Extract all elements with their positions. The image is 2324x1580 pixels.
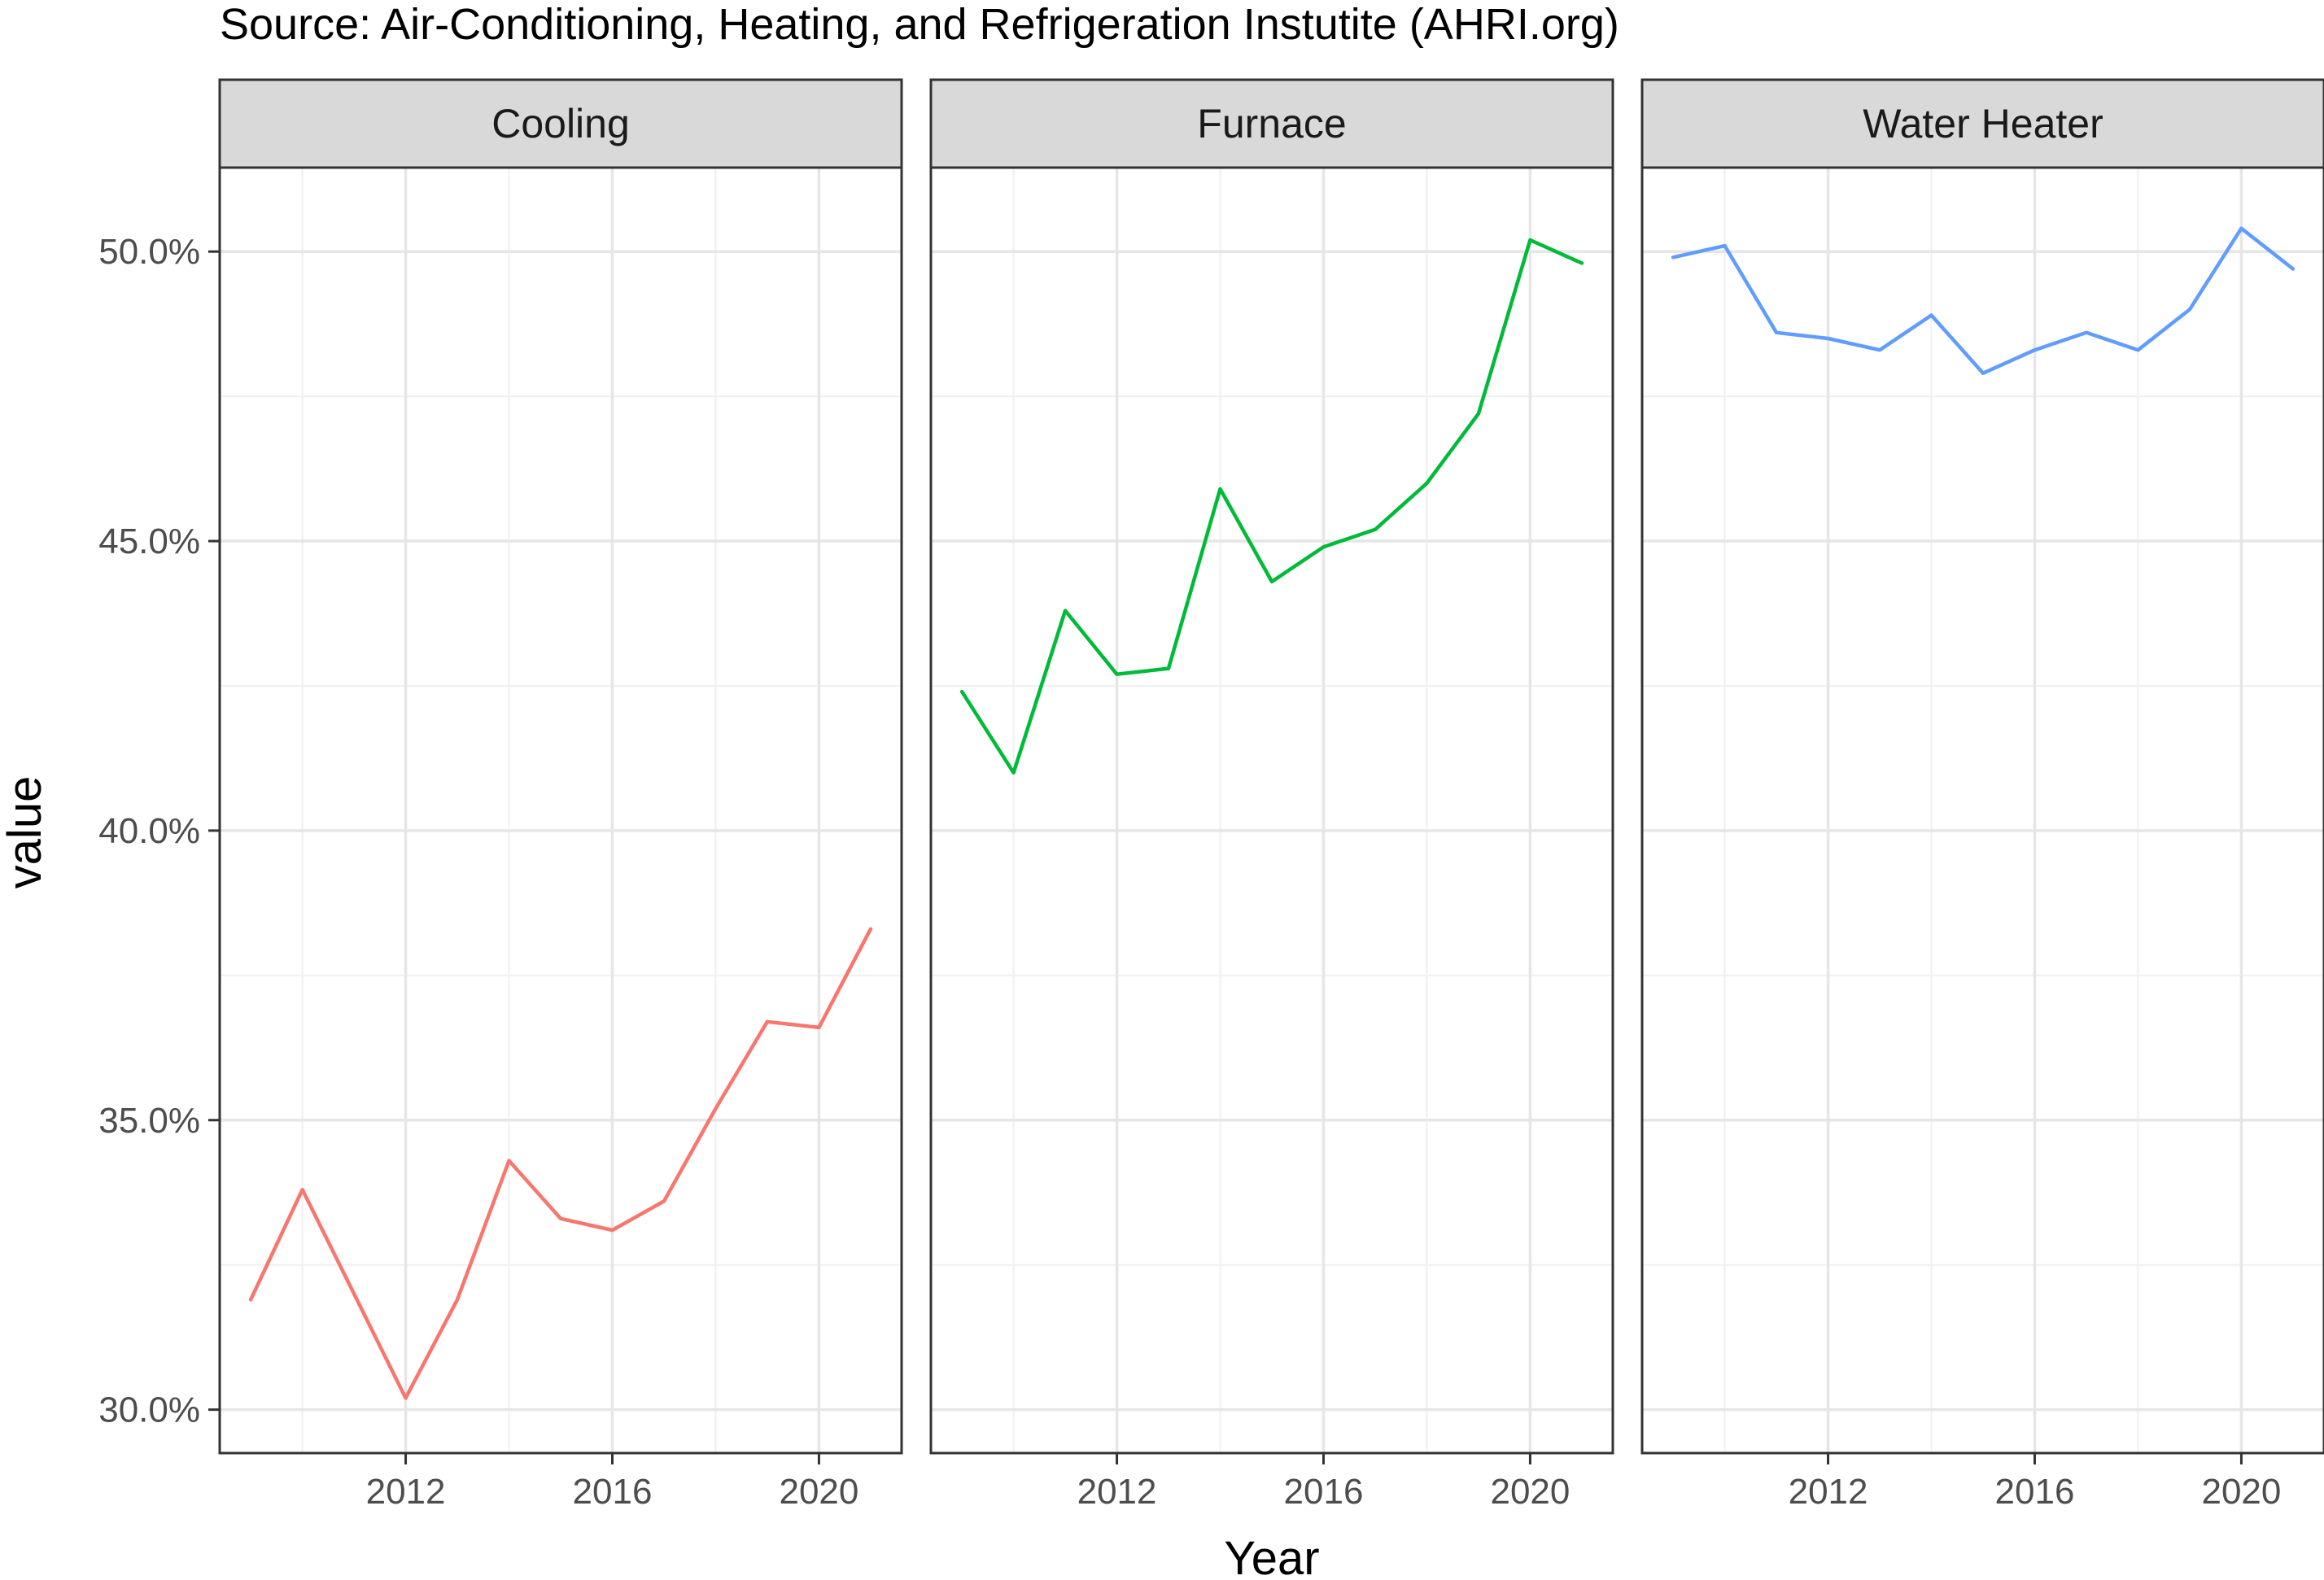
y-tick-label: 45.0% — [98, 522, 200, 561]
panel-background — [931, 168, 1613, 1453]
y-tick-label: 50.0% — [98, 232, 200, 272]
series-line-furnace — [959, 238, 1584, 775]
x-axis-title: Year — [1224, 1532, 1319, 1580]
panel-border — [929, 166, 1614, 1455]
y-tick-label: 35.0% — [98, 1101, 200, 1141]
y-axis: 30.0% 35.0% 40.0% 45.0% 50.0% — [98, 232, 220, 1430]
series-line-cooling — [248, 927, 873, 1400]
x-tick-label: 2016 — [573, 1472, 653, 1512]
x-tick-label: 2012 — [1077, 1472, 1157, 1512]
panel-cooling: Cooling 2012 2016 2020 — [218, 78, 903, 1512]
strip-cooling — [218, 78, 903, 169]
chart-caption: Source: Air-Conditioning, Heating, and R… — [220, 0, 1619, 49]
strip-label-water-heater: Water Heater — [1863, 101, 2103, 146]
x-tick-label: 2016 — [1995, 1472, 2075, 1512]
y-tick-label: 30.0% — [98, 1390, 200, 1430]
x-tick-label: 2012 — [1789, 1472, 1868, 1512]
strip-label-cooling: Cooling — [491, 101, 630, 146]
strip-water-heater — [1640, 78, 2324, 169]
series-line-water-heater — [1671, 226, 2296, 375]
x-tick-label: 2020 — [2201, 1472, 2281, 1512]
x-tick-label: 2020 — [779, 1472, 858, 1512]
y-tick-label: 40.0% — [98, 811, 200, 851]
panel-border — [1640, 166, 2324, 1455]
panel-furnace: Furnace 2012 2016 2020 — [929, 78, 1614, 1512]
y-axis-title: value — [0, 776, 51, 889]
panel-water-heater: Water Heater 2012 2016 2020 — [1640, 78, 2324, 1512]
panel-background — [220, 168, 902, 1453]
x-tick-label: 2012 — [366, 1472, 446, 1512]
strip-label-furnace: Furnace — [1197, 101, 1346, 146]
panel-background — [1642, 168, 2324, 1453]
x-tick-label: 2020 — [1490, 1472, 1570, 1512]
x-tick-label: 2016 — [1284, 1472, 1364, 1512]
panel-border — [218, 166, 903, 1455]
